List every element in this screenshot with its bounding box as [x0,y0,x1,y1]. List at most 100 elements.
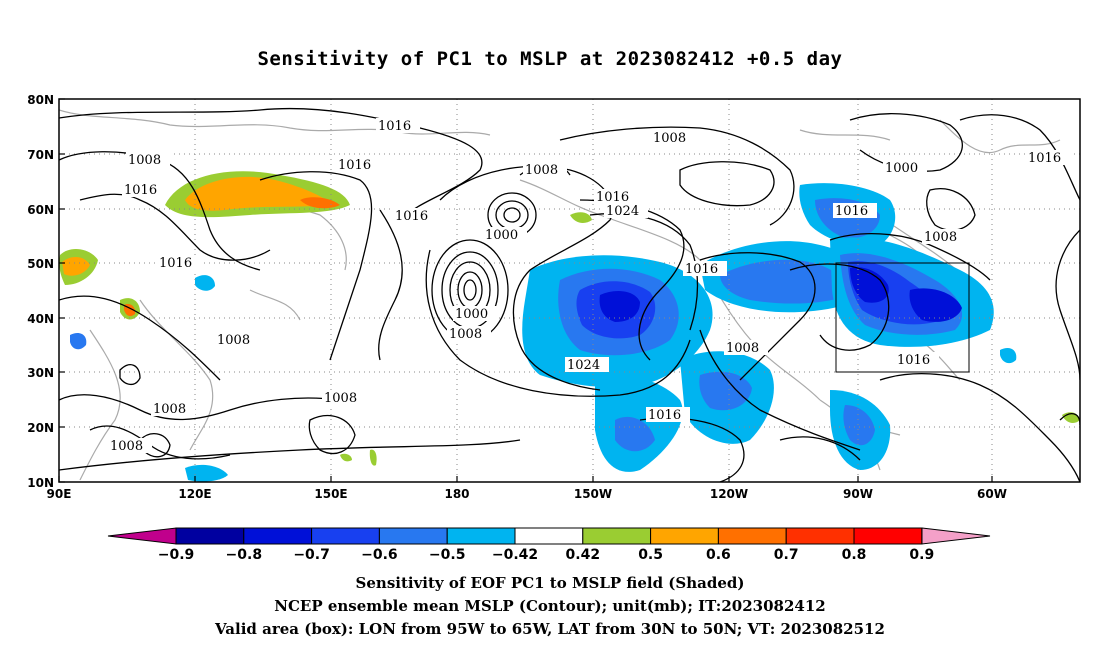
contour-label: 1008 [151,401,195,417]
contour-label: 1008 [523,162,567,178]
colorbar-label: 0.42 [566,547,601,563]
colorbar-cell [378,527,448,545]
svg-text:1016: 1016 [1028,151,1061,166]
contour-label: 1016 [646,407,690,423]
colorbar-label: −0.7 [293,547,330,563]
contour-label: 1008 [126,152,170,168]
map-frame [58,98,1081,483]
svg-text:1016: 1016 [685,262,718,277]
longitude-labels: 90E 120E 150E 180 150W 120W 90W 60W [47,487,1007,501]
contour-label: 1000 [483,227,527,243]
svg-text:1016: 1016 [338,158,371,173]
svg-text:1000: 1000 [485,228,518,243]
contour-label: 1016 [833,203,877,219]
colorbar-label: −0.6 [361,547,398,563]
colorbar-label: −0.5 [429,547,466,563]
contour-label: 1016 [1026,150,1070,166]
caption-line-2: NCEP ensemble mean MSLP (Contour); unit(… [274,597,826,615]
lat-label: 40N [27,312,54,326]
colorbar-label: 0.8 [842,547,867,563]
colorbar-cell [717,527,787,545]
contour-label: 1008 [447,326,491,342]
colorbar-cells [175,527,923,545]
svg-text:1008: 1008 [525,163,558,178]
contour-label: 1008 [724,340,768,356]
colorbar-cell [514,527,584,545]
colorbar-label: −0.9 [158,547,195,563]
contour-label: 1024 [604,203,648,219]
colorbar-cell [650,527,719,545]
svg-text:1016: 1016 [124,183,157,198]
svg-text:1008: 1008 [110,439,143,454]
lat-label: 60N [27,203,54,217]
contour-label: 1008 [651,130,695,146]
svg-text:1016: 1016 [648,408,681,423]
lon-label: 150W [574,487,612,501]
lon-label: 120E [178,487,211,501]
contour-label: 1016 [157,255,201,271]
contour-label: 1000 [453,306,497,322]
colorbar-cell [311,527,380,545]
contour-label: 1016 [594,189,638,205]
svg-text:1000: 1000 [885,161,918,176]
svg-text:1008: 1008 [924,230,957,245]
lon-label: 120W [710,487,748,501]
latitude-labels: 80N 70N 60N 50N 40N 30N 20N 10N [27,93,54,490]
colorbar-label: −0.42 [492,547,538,563]
svg-text:1024: 1024 [606,204,639,219]
valid-area-box [835,262,970,373]
svg-text:1024: 1024 [567,358,600,373]
contour-label: 1016 [393,208,437,224]
lon-label: 180 [444,487,469,501]
svg-text:1000: 1000 [455,307,488,322]
contour-label: 1016 [683,261,727,277]
colorbar-cell [785,527,855,545]
svg-text:1016: 1016 [835,204,868,219]
caption-line-1: Sensitivity of EOF PC1 to MSLP field (Sh… [355,574,745,592]
lat-label: 70N [27,148,54,162]
caption-line-3: Valid area (box): LON from 95W to 65W, L… [215,620,885,638]
contour-labels: 1016 1016 1016 1016 1016 1016 1016 1016 … [108,118,1070,454]
mslp-contours [59,107,1080,482]
colorbar-cell [853,527,923,545]
svg-text:1008: 1008 [324,391,357,406]
svg-text:1008: 1008 [128,153,161,168]
colorbar-labels: −0.9 −0.8 −0.7 −0.6 −0.5 −0.42 0.42 0.5 0.6 0.7 0.… [158,547,934,563]
lat-label: 80N [27,93,54,107]
colorbar-cell [243,527,313,545]
contour-label: 1016 [376,118,420,134]
lon-label: 90E [47,487,72,501]
colorbar-cell [446,527,516,545]
tick-marks [58,98,993,483]
colorbar: −0.9 −0.8 −0.7 −0.6 −0.5 −0.42 0.42 0.5 0.6 0.7 0.… [107,527,991,563]
svg-text:1016: 1016 [159,256,192,271]
contour-label: 1016 [336,157,380,173]
colorbar-cell [582,527,652,545]
contour-label: 1016 [895,352,939,368]
lat-label: 20N [27,421,54,435]
contour-label: 1008 [108,438,152,454]
svg-text:1008: 1008 [153,402,186,417]
lon-label: 150E [314,487,347,501]
colorbar-left-arrow [107,527,177,545]
svg-text:1016: 1016 [378,119,411,134]
lon-label: 90W [843,487,873,501]
colorbar-label: 0.9 [909,547,934,563]
svg-text:1016: 1016 [596,190,629,205]
plot-title: Sensitivity of PC1 to MSLP at 2023082412… [257,48,843,70]
colorbar-right-arrow [921,527,991,545]
lon-label: 60W [977,487,1007,501]
svg-text:1016: 1016 [897,353,930,368]
contour-label: 1008 [215,332,259,348]
colorbar-label: 0.6 [706,547,731,563]
contour-label: 1000 [883,160,927,176]
lat-label: 50N [27,257,54,271]
colorbar-label: −0.8 [226,547,263,563]
colorbar-label: 0.7 [774,547,799,563]
svg-text:1008: 1008 [217,333,250,348]
colorbar-label: 0.5 [638,547,663,563]
contour-label: 1008 [322,390,366,406]
colorbar-cell [175,527,245,545]
contour-label: 1008 [922,229,966,245]
